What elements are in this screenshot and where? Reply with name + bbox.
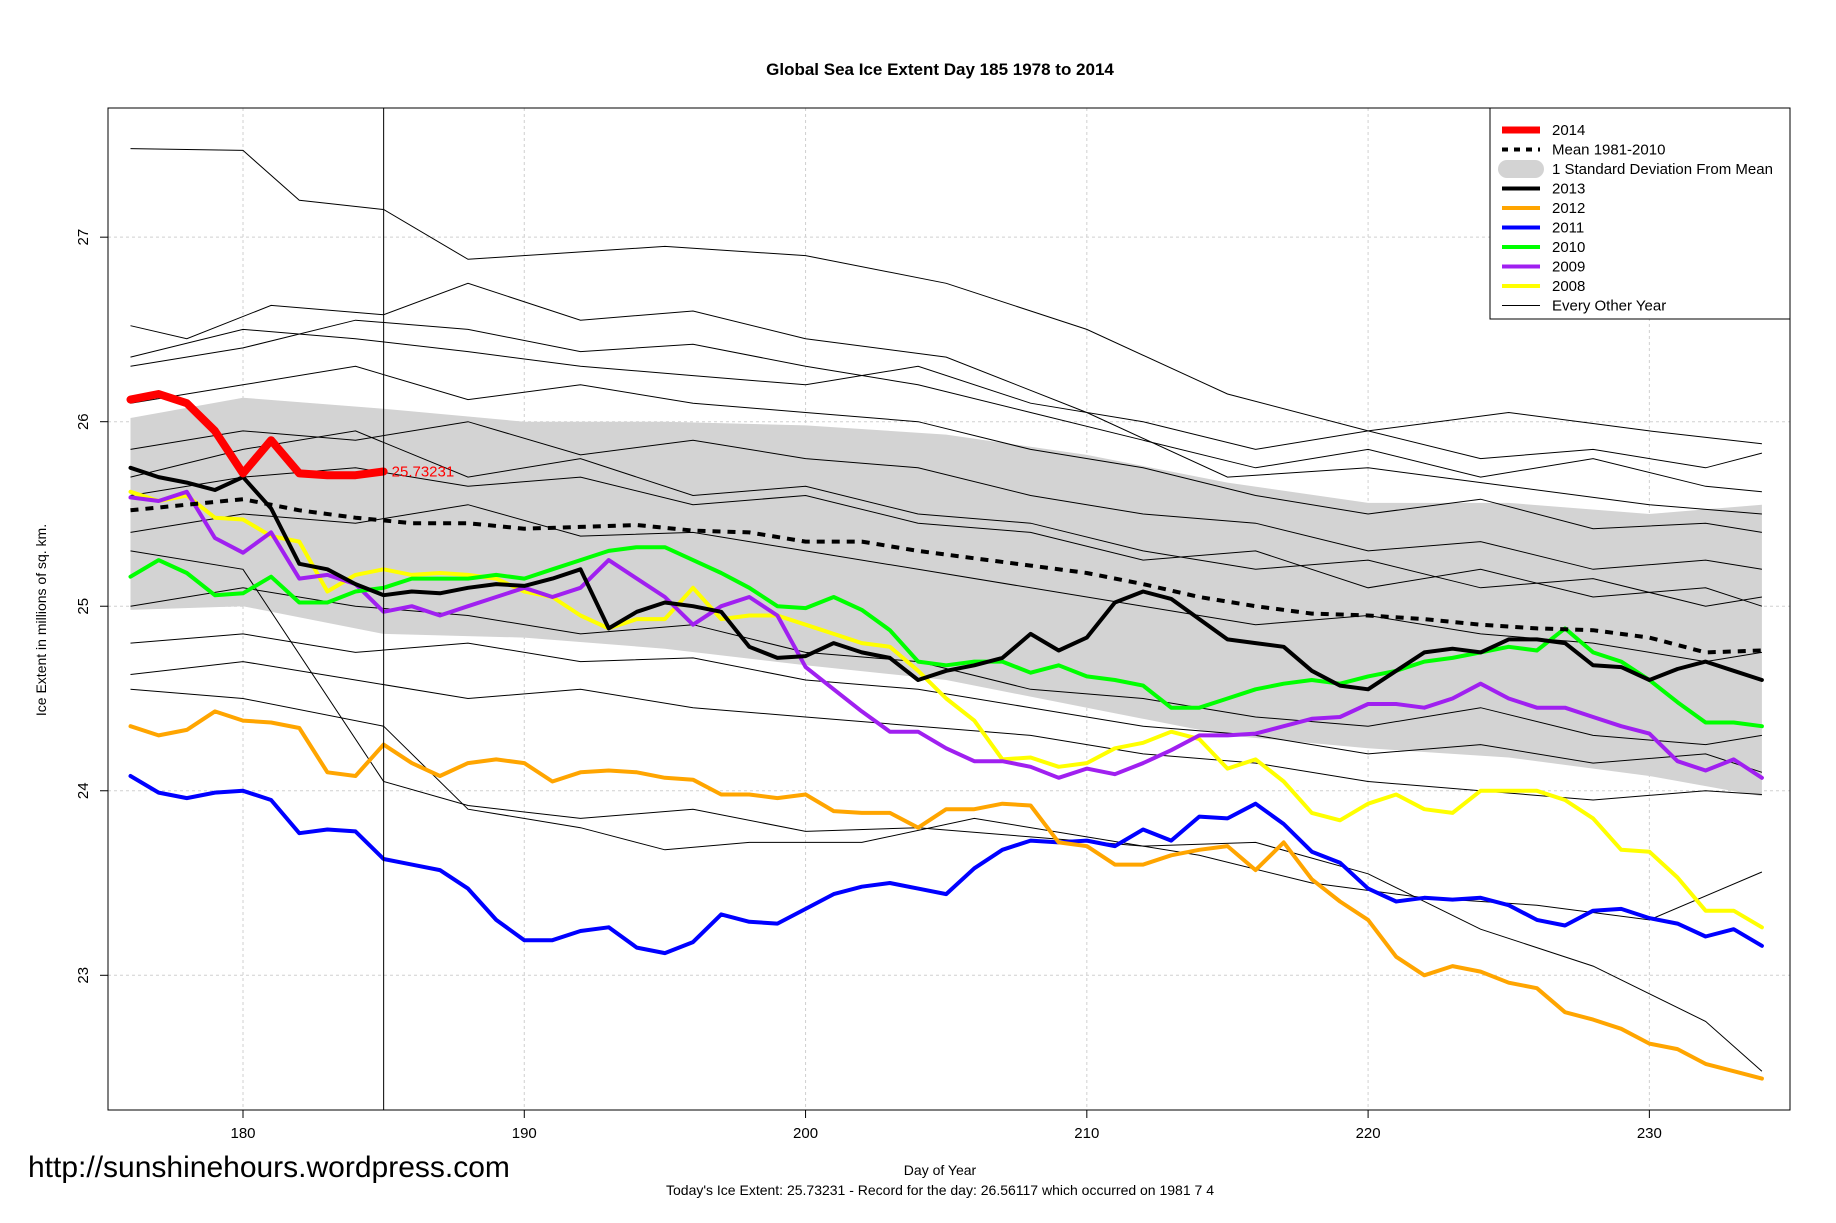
other-year-line: [130, 633, 1763, 773]
legend-label: Every Other Year: [1552, 298, 1666, 315]
series-line-2008: [128, 489, 1764, 930]
legend-swatch: [1498, 160, 1544, 178]
y-axis: 23 24 25 26 27: [75, 229, 108, 984]
legend-label: 2011: [1552, 220, 1584, 237]
other-year-line: [130, 587, 1762, 746]
series-line-mean: [130, 497, 1762, 655]
other-year-line: [130, 365, 1762, 533]
other-year-line: [130, 430, 1762, 607]
legend: 2014 Mean 1981-2010 1 Standard Deviation F…: [1489, 107, 1791, 320]
std-band: [130, 397, 1762, 797]
y-axis-label: Ice Extent in millions of sq. km.: [33, 524, 49, 716]
y-tick-label: 24: [75, 782, 92, 799]
x-tick-label: 220: [1356, 1125, 1381, 1142]
legend-label: 2010: [1552, 239, 1585, 256]
series-line-2010: [128, 545, 1764, 729]
series-line-2013: [128, 465, 1764, 692]
x-tick-label: 230: [1637, 1125, 1662, 1142]
current-value-label: 25.73231: [392, 464, 455, 481]
legend-label: 2008: [1552, 278, 1585, 295]
main-series: [126, 390, 1764, 1081]
other-year-line: [130, 282, 1762, 515]
other-year-line: [130, 319, 1762, 493]
y-tick-label: 25: [75, 598, 92, 615]
footer-record-text: Today's Ice Extent: 25.73231 - Record fo…: [666, 1182, 1214, 1198]
series-line-2012: [128, 709, 1764, 1081]
legend-label: 1 Standard Deviation From Mean: [1552, 161, 1773, 178]
std-band-area: [130, 397, 1762, 797]
plot-frame: [107, 107, 1791, 1111]
x-tick-label: 180: [230, 1125, 255, 1142]
y-tick-label: 23: [75, 967, 92, 984]
x-axis: 180 190 200 210 220 230: [230, 1110, 1662, 1142]
other-year-line: [130, 421, 1762, 570]
x-axis-label: Day of Year: [904, 1162, 977, 1178]
other-year-line: [130, 661, 1762, 801]
legend-label: 2009: [1552, 259, 1585, 276]
series-line-2011: [128, 774, 1764, 956]
legend-label: Mean 1981-2010: [1552, 142, 1665, 159]
site-url: http://sunshinehours.wordpress.com: [28, 1151, 510, 1184]
legend-label: 2013: [1552, 181, 1585, 198]
x-tick-label: 190: [512, 1125, 537, 1142]
y-tick-label: 26: [75, 413, 92, 430]
legend-box: [1489, 107, 1791, 320]
legend-label: 2012: [1552, 200, 1585, 217]
y-tick-label: 27: [75, 229, 92, 246]
series-line-2014: [126, 390, 388, 480]
series-line-2009: [128, 489, 1764, 780]
other-year-line: [130, 550, 1763, 1072]
chart-title: Global Sea Ice Extent Day 185 1978 to 20…: [766, 60, 1114, 79]
other-year-line: [130, 328, 1763, 469]
legend-label: 2014: [1552, 122, 1585, 139]
x-tick-label: 210: [1074, 1125, 1099, 1142]
x-tick-label: 200: [793, 1125, 818, 1142]
other-year-line: [130, 148, 1762, 445]
